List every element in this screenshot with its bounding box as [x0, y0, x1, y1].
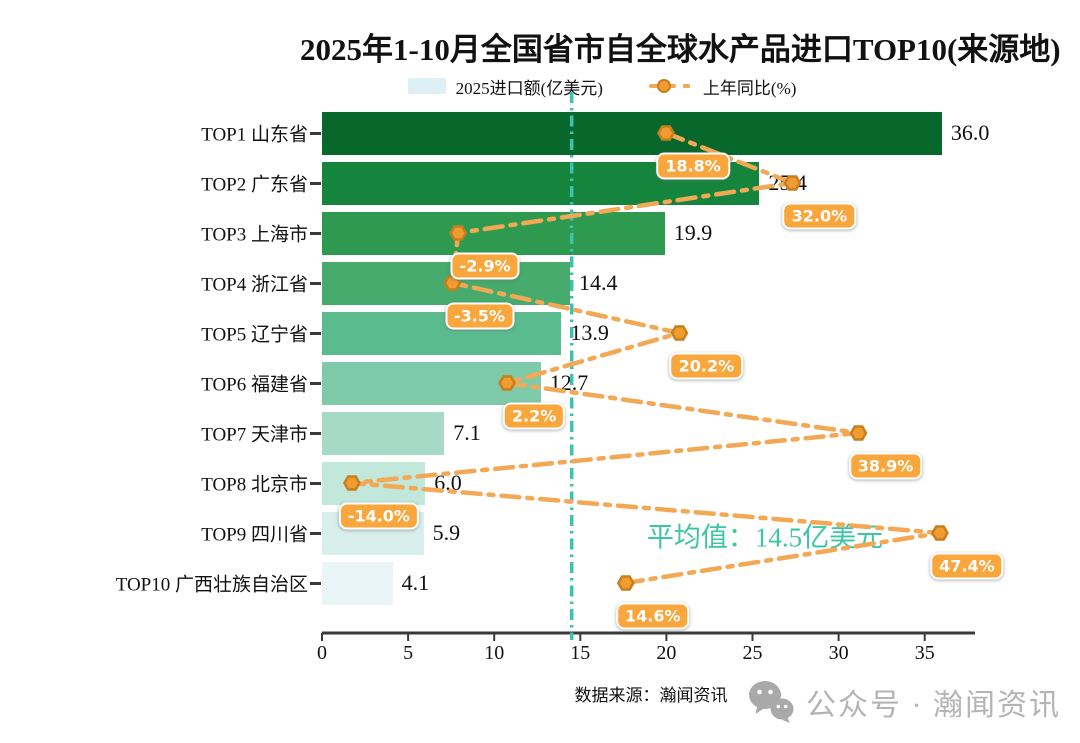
data-source-note: 数据来源：瀚闻资讯: [574, 686, 728, 705]
yoy-marker-icon: [449, 225, 468, 241]
value-label: 4.1: [401, 570, 430, 595]
category-label: TOP2 广东省: [201, 174, 308, 196]
legend-item-imports: 2025进口额(亿美元): [407, 74, 603, 99]
category-tick: [310, 582, 321, 585]
x-tick-label: 0: [317, 642, 327, 664]
wechat-icon: [749, 681, 794, 723]
category-tick: [310, 382, 321, 385]
yoy-marker-icon: [342, 475, 361, 491]
x-tick-label: 35: [914, 642, 935, 664]
category-tick: [310, 482, 321, 485]
pct-label: 20.2%: [669, 352, 744, 380]
pct-label: 32.0%: [782, 202, 857, 230]
line-series-marker-icon: [648, 79, 693, 93]
category-label: TOP6 福建省: [201, 374, 308, 396]
x-tick-label: 20: [656, 642, 677, 664]
category-label: TOP7 天津市: [201, 424, 308, 446]
watermark: 公众号 · 瀚闻资讯: [748, 680, 1061, 724]
pct-label: -14.0%: [338, 502, 419, 530]
category-tick: [310, 132, 321, 135]
value-label: 5.9: [432, 520, 461, 545]
bar: [322, 211, 665, 255]
x-tick-label: 5: [403, 642, 414, 664]
bar: [322, 311, 562, 355]
pct-label: 38.9%: [848, 452, 923, 480]
chart-legend: 2025进口额(亿美元) 上年同比(%): [322, 72, 882, 100]
pct-label: 2.2%: [502, 402, 566, 430]
value-label: 36.0: [950, 120, 990, 145]
pct-label: -2.9%: [450, 252, 520, 280]
category-tick: [310, 432, 321, 435]
category-label: TOP3 上海市: [201, 224, 308, 246]
category-label: TOP4 浙江省: [201, 274, 308, 296]
category-label: TOP9 四川省: [201, 524, 308, 546]
watermark-text: 公众号 · 瀚闻资讯: [806, 689, 1061, 722]
value-label: 19.9: [673, 220, 713, 245]
value-label: 14.4: [579, 270, 618, 295]
yoy-marker-icon: [783, 175, 802, 191]
yoy-marker-icon: [657, 125, 675, 141]
x-tick-label: 10: [484, 642, 505, 664]
pct-label: 18.8%: [656, 152, 730, 180]
legend-bar-label: 2025进口额(亿美元): [455, 78, 603, 98]
chart-title: 2025年1-10月全国省市自全球水产品进口TOP10(来源地): [300, 32, 1061, 67]
yoy-marker-icon: [498, 375, 517, 391]
bar: [322, 561, 393, 605]
category-tick: [310, 282, 321, 285]
x-tick-label: 30: [828, 642, 849, 664]
category-label: TOP8 北京市: [201, 474, 308, 496]
value-label: 7.1: [453, 420, 481, 445]
category-tick: [310, 182, 321, 185]
category-label: TOP5 辽宁省: [201, 324, 308, 346]
yoy-marker-icon: [849, 425, 868, 441]
category-tick: [310, 532, 321, 535]
pct-label: 14.6%: [616, 602, 690, 630]
category-tick: [310, 332, 321, 335]
pct-label: 47.4%: [930, 552, 1004, 580]
legend-item-yoy: 上年同比(%): [648, 74, 797, 99]
bar-series-swatch-icon: [407, 78, 446, 94]
bar: [322, 111, 942, 155]
bar: [322, 411, 445, 455]
category-tick: [310, 232, 321, 235]
yoy-marker-icon: [930, 525, 949, 541]
x-tick-label: 15: [570, 642, 591, 664]
yoy-marker-icon: [670, 325, 689, 341]
x-tick-label: 25: [742, 642, 763, 664]
value-label: 13.9: [570, 320, 609, 345]
category-label: TOP10 广西壮族自治区: [115, 574, 308, 596]
pct-label: -3.5%: [444, 302, 515, 330]
category-label: TOP1 山东省: [201, 124, 308, 146]
legend-line-label: 上年同比(%): [702, 78, 797, 98]
yoy-marker-icon: [616, 575, 635, 591]
yoy-line: [351, 130, 941, 586]
